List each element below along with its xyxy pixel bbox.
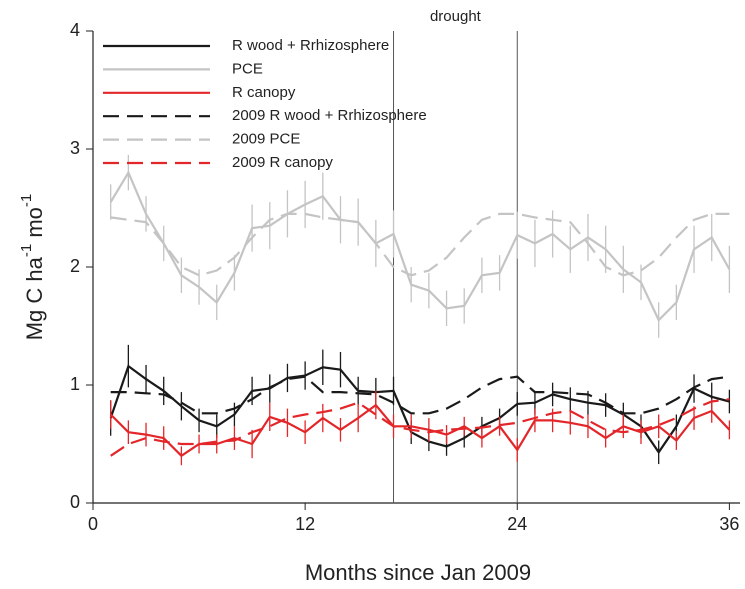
x-tick-label: 0 [88,514,98,534]
legend-label: 2009 R wood + Rrhizosphere [232,107,427,124]
y-tick-label: 3 [70,138,80,158]
x-tick-label: 24 [507,514,527,534]
legend-label: 2009 R canopy [232,154,333,171]
y-label-part: mo [22,207,47,244]
y-label-sup: -1 [18,194,35,207]
y-tick-label: 0 [70,492,80,512]
y-tick-label: 1 [70,374,80,394]
x-tick-label: 12 [295,514,315,534]
series-line [110,375,730,415]
legend-label: 2009 PCE [232,131,300,148]
y-label-part: Mg C ha [22,256,47,340]
series-line [109,170,731,322]
series-line [109,364,730,455]
legend-label: R canopy [232,84,296,101]
x-tick-label: 36 [719,514,739,534]
series-line [110,212,730,277]
legend-label: PCE [232,60,263,77]
y-label-sup: -1 [18,244,35,257]
y-tick-label: 4 [70,20,80,40]
x-axis-label: Months since Jan 2009 [305,560,531,585]
series-line [109,403,731,458]
legend-label: R wood + Rrhizosphere [232,37,389,54]
series-line [110,398,730,457]
annotation: drought [430,8,482,25]
y-tick-label: 2 [70,256,80,276]
y-axis-label: Mg C ha-1 mo-1 [18,194,47,341]
